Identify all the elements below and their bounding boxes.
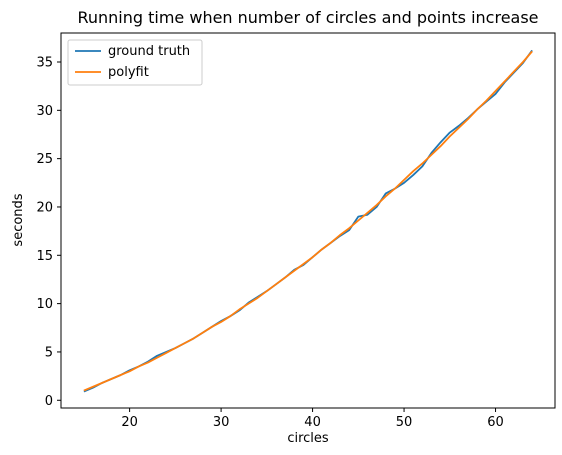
plot-area xyxy=(61,33,555,408)
x-axis-label: circles xyxy=(287,431,329,446)
x-tick-label: 60 xyxy=(487,415,504,430)
legend-box xyxy=(67,39,203,86)
series-line-polyfit xyxy=(83,50,533,392)
series-layer xyxy=(83,49,533,393)
x-tick-label: 40 xyxy=(304,415,321,430)
y-tick-label: 20 xyxy=(36,200,53,215)
y-tick-label: 35 xyxy=(36,55,53,70)
y-tick-label: 10 xyxy=(36,297,53,312)
x-tick-label: 30 xyxy=(213,415,230,430)
y-tick-label: 5 xyxy=(45,345,53,360)
y-tick-label: 15 xyxy=(36,249,53,264)
legend-label-polyfit: polyfit xyxy=(108,65,149,80)
y-tick-label: 30 xyxy=(36,104,53,119)
y-axis-label: seconds xyxy=(11,193,26,246)
plot-frame xyxy=(60,32,556,409)
y-tick-label: 0 xyxy=(45,394,53,409)
legend: ground truth polyfit xyxy=(67,39,203,86)
x-tick-label: 50 xyxy=(396,415,413,430)
legend-label-ground-truth: ground truth xyxy=(108,44,190,59)
y-tick-label: 25 xyxy=(36,152,53,167)
tick-layer: 20 30 40 50 60 0 5 10 15 20 25 30 35 xyxy=(36,55,503,430)
chart-title: Running time when number of circles and … xyxy=(77,8,538,27)
x-tick-label: 20 xyxy=(121,415,138,430)
